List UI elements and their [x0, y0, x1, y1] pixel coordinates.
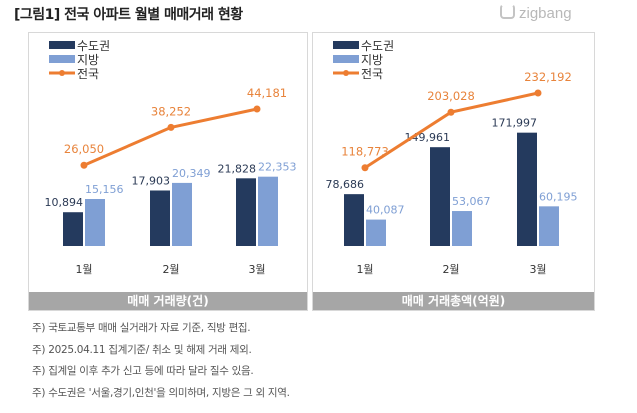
national-line [364, 91, 539, 169]
bar [63, 212, 83, 246]
legend-swatch [49, 55, 75, 63]
legend-label: 전국 [361, 67, 383, 81]
legend-label: 수도권 [361, 39, 394, 53]
bar-value-label: 60,195 [539, 190, 578, 203]
line-value-label: 118,773 [341, 145, 389, 159]
legend-swatch [333, 55, 359, 63]
bar-value-label: 78,686 [326, 178, 365, 191]
line-point [253, 105, 261, 113]
legend-label: 지방 [361, 53, 383, 67]
line-value-label: 203,028 [427, 89, 475, 103]
category-label: 3월 [248, 263, 265, 276]
bar [539, 206, 559, 246]
bar [258, 176, 278, 246]
legend-marker [59, 70, 65, 76]
bar [85, 199, 105, 246]
line-point [534, 89, 542, 97]
footnotes: 주) 국토교통부 매매 실거래가 자료 기준, 직방 편집. 주) 2025.0… [32, 318, 290, 404]
bar [344, 194, 364, 246]
category-label: 1월 [75, 263, 92, 276]
logo-icon [500, 4, 515, 19]
line-point [167, 123, 175, 131]
line-value-label: 232,192 [524, 70, 572, 84]
bar [366, 219, 386, 246]
bar-value-label: 22,353 [258, 161, 297, 174]
bar [430, 147, 450, 246]
category-label: 1월 [356, 263, 373, 276]
page-title: [그림1] 전국 아파트 월별 매매거래 현황 [14, 7, 243, 23]
footnote: 주) 2025.04.11 집계기준/ 취소 및 해제 거래 제외. [32, 343, 252, 356]
line-value-label: 44,181 [247, 86, 287, 100]
chart-amount-svg: 수도권지방전국1월78,68640,0872월149,96153,0673월17… [326, 39, 578, 276]
footnote: 주) 수도권은 '서울,경기,인천'을 의미하며, 지방은 그 외 지역. [32, 386, 290, 399]
chart-title: 매매 거래량(건) [29, 292, 307, 310]
bar-value-label: 40,087 [366, 204, 405, 217]
bar [517, 132, 537, 246]
legend-label: 지방 [77, 53, 99, 67]
chart-amount: 수도권 지방 전국 1월 78,686 40,087 2월 149,961 53,067 3월 17… [312, 32, 595, 311]
category-label: 2월 [442, 263, 459, 276]
line-value-label: 26,050 [64, 142, 104, 156]
legend-swatch [49, 41, 75, 49]
bar [452, 211, 472, 246]
category-label: 3월 [529, 263, 546, 276]
legend-marker [343, 70, 349, 76]
logo-text: zigbang [519, 5, 572, 22]
footnote: 주) 집계일 이후 추가 신고 등에 따라 달라 질수 있음. [32, 365, 254, 377]
bar [172, 182, 192, 246]
chart-title: 매매 거래총액(억원) [313, 292, 594, 310]
bar-value-label: 15,156 [85, 183, 124, 196]
line-point [361, 164, 369, 172]
line-value-label: 38,252 [151, 104, 191, 118]
legend-label: 전국 [77, 67, 99, 81]
legend-swatch [333, 41, 359, 49]
zigbang-logo: zigbang [500, 4, 572, 22]
bar-value-label: 10,894 [45, 196, 84, 209]
footnote: 주) 국토교통부 매매 실거래가 자료 기준, 직방 편집. [32, 322, 251, 334]
category-label: 2월 [162, 263, 179, 276]
bar-value-label: 21,828 [218, 162, 257, 175]
bar-value-label: 171,997 [492, 117, 538, 130]
bar [236, 178, 256, 246]
bar-value-label: 20,349 [172, 167, 211, 180]
bar-value-label: 53,067 [452, 195, 491, 208]
bar [150, 190, 170, 246]
bar-value-label: 17,903 [132, 174, 171, 187]
line-point [80, 161, 88, 169]
legend-label: 수도권 [77, 39, 110, 53]
chart-volume: 수도권 지방 전국 1월 10,894 15,156 2월 17,903 20,349 3월 21,… [28, 32, 308, 311]
line-point [447, 108, 455, 116]
